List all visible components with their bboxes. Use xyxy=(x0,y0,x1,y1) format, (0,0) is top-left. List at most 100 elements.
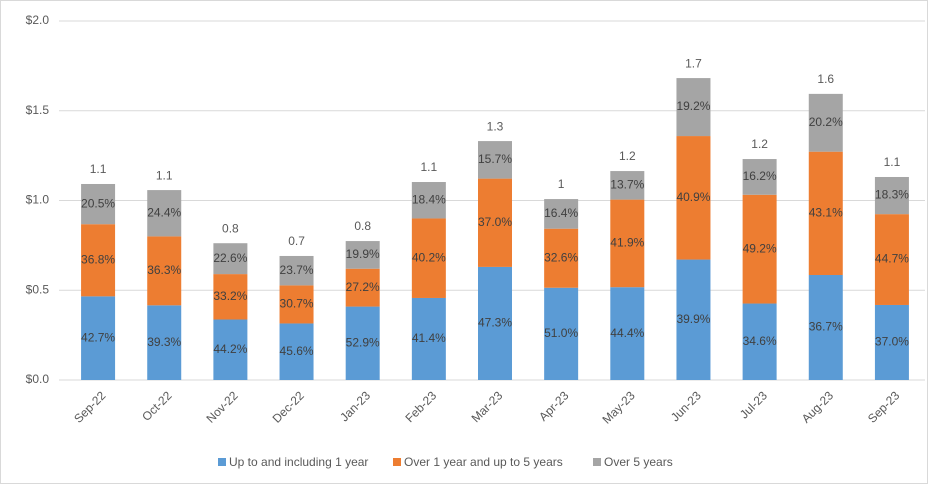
bar-segment xyxy=(345,268,380,307)
segment-label: 40.9% xyxy=(676,190,710,204)
y-tick-label: $1.0 xyxy=(26,193,50,207)
segment-label: 16.4% xyxy=(544,206,578,220)
bar-segment xyxy=(808,93,843,152)
bar-segment xyxy=(676,136,711,260)
total-label: 1.1 xyxy=(90,162,107,176)
segment-label: 24.4% xyxy=(147,205,181,219)
segment-label: 19.2% xyxy=(676,99,710,113)
bar-segment xyxy=(279,285,314,324)
legend-swatch xyxy=(218,458,226,466)
total-label: 1.6 xyxy=(817,72,834,86)
segment-label: 36.7% xyxy=(809,320,843,334)
segment-label: 18.3% xyxy=(875,188,909,202)
bar-segment xyxy=(279,255,314,286)
bar-segment xyxy=(411,182,446,219)
segment-label: 43.1% xyxy=(809,206,843,220)
bar-segment xyxy=(808,151,843,275)
segment-label: 13.7% xyxy=(610,178,644,192)
bar-segment xyxy=(610,199,645,288)
segment-label: 34.6% xyxy=(743,334,777,348)
segment-label: 44.4% xyxy=(610,326,644,340)
total-label: 1 xyxy=(558,177,565,191)
bar-segment xyxy=(874,304,909,380)
bar-segment xyxy=(213,319,248,380)
bar-segment xyxy=(676,78,711,137)
bar-segment xyxy=(676,259,711,380)
segment-label: 44.7% xyxy=(875,252,909,266)
segment-label: 40.2% xyxy=(412,250,446,264)
segment-label: 36.3% xyxy=(147,263,181,277)
legend-swatch xyxy=(593,458,601,466)
bar-segment xyxy=(81,183,116,225)
segment-label: 44.2% xyxy=(213,342,247,356)
bar-segment xyxy=(610,171,645,200)
bar-segment xyxy=(610,287,645,380)
y-tick-label: $2.0 xyxy=(26,13,50,27)
bar-segment xyxy=(147,305,182,380)
total-label: 0.8 xyxy=(222,221,239,235)
total-label: 1.7 xyxy=(685,56,702,70)
legend-label: Over 5 years xyxy=(604,455,673,469)
segment-label: 30.7% xyxy=(280,297,314,311)
segment-label: 19.9% xyxy=(346,247,380,261)
bar-segment xyxy=(544,199,579,229)
segment-label: 37.0% xyxy=(478,215,512,229)
segment-label: 41.9% xyxy=(610,236,644,250)
bar-segment xyxy=(81,224,116,297)
total-label: 1.1 xyxy=(884,155,901,169)
bar-segment xyxy=(213,243,248,275)
bar-segment xyxy=(544,228,579,288)
bar-segment xyxy=(279,323,314,380)
segment-label: 39.3% xyxy=(147,335,181,349)
legend-label: Over 1 year and up to 5 years xyxy=(404,455,563,469)
bar-segment xyxy=(742,159,777,195)
segment-label: 41.4% xyxy=(412,331,446,345)
bar-segment xyxy=(411,218,446,298)
y-tick-label: $1.5 xyxy=(26,103,50,117)
bar-segment xyxy=(213,274,248,320)
segment-label: 16.2% xyxy=(743,169,777,183)
total-label: 1.2 xyxy=(751,137,768,151)
segment-label: 20.5% xyxy=(81,196,115,210)
segment-label: 45.6% xyxy=(280,344,314,358)
bar-segment xyxy=(478,178,512,267)
bar-segment xyxy=(742,303,777,380)
segment-label: 32.6% xyxy=(544,250,578,264)
segment-label: 18.4% xyxy=(412,192,446,206)
segment-label: 15.7% xyxy=(478,152,512,166)
bar-segment xyxy=(411,297,446,380)
legend-label: Up to and including 1 year xyxy=(229,455,368,469)
segment-label: 23.7% xyxy=(280,263,314,277)
total-label: 1.2 xyxy=(619,149,636,163)
segment-label: 37.0% xyxy=(875,335,909,349)
legend-swatch xyxy=(393,458,401,466)
total-label: 1.1 xyxy=(156,168,173,182)
bar-segment xyxy=(874,176,909,215)
bar-segment xyxy=(147,190,182,237)
segment-label: 42.7% xyxy=(81,330,115,344)
bar-segment xyxy=(345,241,380,269)
segment-label: 47.3% xyxy=(478,316,512,330)
segment-label: 27.2% xyxy=(346,280,380,294)
total-label: 0.7 xyxy=(288,234,305,248)
bar-segment xyxy=(874,214,909,305)
segment-label: 20.2% xyxy=(809,115,843,129)
segment-label: 39.9% xyxy=(676,312,710,326)
y-tick-label: $0.5 xyxy=(26,282,50,296)
bar-segment xyxy=(808,274,843,380)
segment-label: 52.9% xyxy=(346,335,380,349)
segment-label: 22.6% xyxy=(213,251,247,265)
bar-segment xyxy=(742,194,777,304)
segment-label: 49.2% xyxy=(743,241,777,255)
segment-label: 36.8% xyxy=(81,252,115,266)
total-label: 1.3 xyxy=(487,119,504,133)
bar-segment xyxy=(345,306,380,380)
bar-segment xyxy=(544,287,579,380)
bar-segment xyxy=(478,141,512,179)
total-label: 0.8 xyxy=(354,219,371,233)
total-label: 1.1 xyxy=(421,160,438,174)
bar-segment xyxy=(147,236,182,306)
segment-label: 33.2% xyxy=(213,289,247,303)
segment-label: 51.0% xyxy=(544,326,578,340)
